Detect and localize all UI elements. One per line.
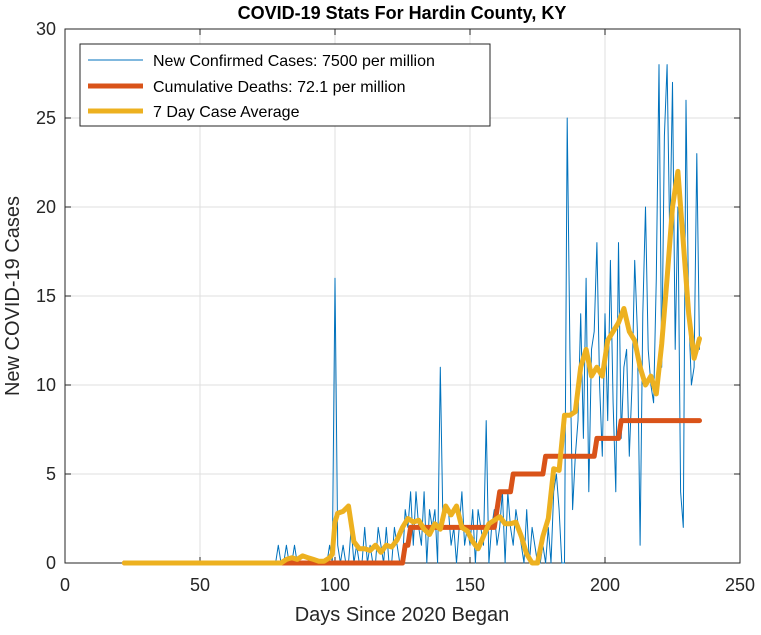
y-tick-label: 15: [36, 286, 56, 306]
legend-box: [79, 43, 491, 127]
x-tick-label: 250: [725, 575, 755, 595]
series-cumulative-deaths-line: [121, 418, 702, 566]
y-axis-label: New COVID-19 Cases: [2, 196, 24, 396]
y-tick-label: 0: [46, 553, 56, 573]
series-new-confirmed-cases-line: [123, 64, 700, 564]
series-7day-average-line: [121, 168, 702, 566]
legend: New Confirmed Cases: 7500 per million Cu…: [79, 43, 491, 127]
chart-title: COVID-19 Stats For Hardin County, KY: [238, 3, 567, 23]
x-tick-label: 100: [320, 575, 350, 595]
y-tick-label: 5: [46, 464, 56, 484]
legend-label-deaths: Cumulative Deaths: 72.1 per million: [153, 79, 406, 96]
y-tick-label: 20: [36, 197, 56, 217]
x-axis-label: Days Since 2020 Began: [295, 604, 510, 626]
legend-label-new-cases: New Confirmed Cases: 7500 per million: [153, 53, 435, 70]
y-tick-label: 10: [36, 375, 56, 395]
x-tick-label: 150: [455, 575, 485, 595]
axis-ticks: 0 50 100 150 200 250 0 5 10 15 20 25 30: [36, 19, 755, 595]
x-tick-label: 200: [590, 575, 620, 595]
legend-label-7day-average: 7 Day Case Average: [153, 104, 300, 121]
x-tick-label: 50: [190, 575, 210, 595]
y-tick-label: 30: [36, 19, 56, 39]
y-tick-label: 25: [36, 108, 56, 128]
series-layer: [121, 64, 702, 566]
x-tick-label: 0: [60, 575, 70, 595]
